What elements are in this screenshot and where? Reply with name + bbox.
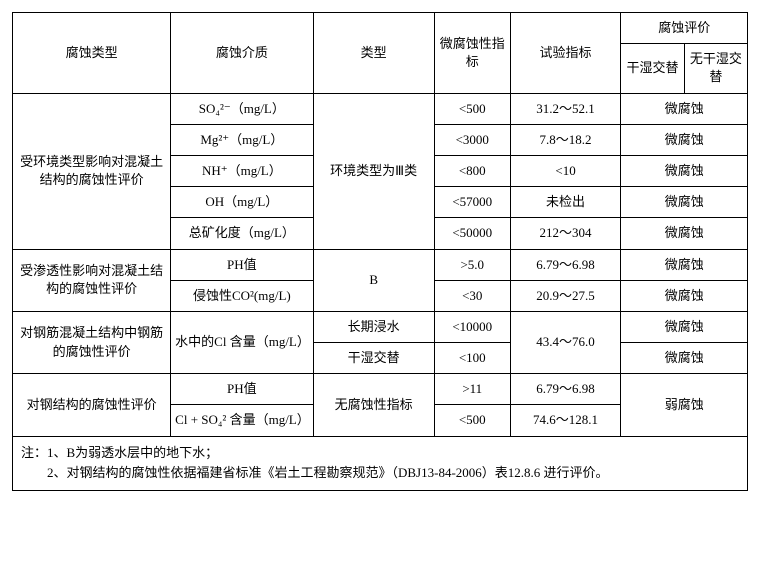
cell-medium: PH值 [171,374,313,405]
note-line: 2、对钢结构的腐蚀性依据福建省标准《岩土工程勘察规范》（DBJ13-84-200… [21,463,739,484]
cell-category: 无腐蚀性指标 [313,374,434,436]
cell-eval: 微腐蚀 [621,249,748,280]
cell-micro: >5.0 [434,249,510,280]
table-row: 受渗透性影响对混凝土结构的腐蚀性评价 PH值 B >5.0 6.79～6.98 … [13,249,748,280]
table-row: 对钢筋混凝土结构中钢筋的腐蚀性评价 水中的Cl 含量（mg/L） 长期浸水 <1… [13,311,748,342]
cell-category: 干湿交替 [313,343,434,374]
section-label: 受环境类型影响对混凝土结构的腐蚀性评价 [13,93,171,249]
hdr-eval-a: 干湿交替 [621,44,684,93]
cell-category: B [313,249,434,311]
cell-medium: Mg²⁺（mg/L） [171,124,313,155]
cell-micro: <500 [434,93,510,124]
section-label: 对钢结构的腐蚀性评价 [13,374,171,436]
cell-eval: 微腐蚀 [621,155,748,186]
hdr-medium: 腐蚀介质 [171,13,313,94]
cell-test: 20.9～27.5 [510,280,621,311]
cell-medium: NH⁺（mg/L） [171,155,313,186]
cell-test: 6.79～6.98 [510,374,621,405]
section-label: 受渗透性影响对混凝土结构的腐蚀性评价 [13,249,171,311]
cell-test: 31.2～52.1 [510,93,621,124]
cell-micro: <57000 [434,187,510,218]
cell-category: 长期浸水 [313,311,434,342]
cell-medium: 水中的Cl 含量（mg/L） [171,311,313,373]
hdr-corrosion-type: 腐蚀类型 [13,13,171,94]
header-row-1: 腐蚀类型 腐蚀介质 类型 微腐蚀性指标 试验指标 腐蚀评价 [13,13,748,44]
cell-eval: 弱腐蚀 [621,374,748,436]
cell-micro: >11 [434,374,510,405]
cell-micro: <30 [434,280,510,311]
section-label: 对钢筋混凝土结构中钢筋的腐蚀性评价 [13,311,171,373]
cell-eval: 微腐蚀 [621,218,748,249]
cell-medium: 侵蚀性CO²(mg/L) [171,280,313,311]
cell-micro: <3000 [434,124,510,155]
hdr-category: 类型 [313,13,434,94]
cell-micro: <800 [434,155,510,186]
cell-eval: 微腐蚀 [621,343,748,374]
cell-test: 43.4～76.0 [510,311,621,373]
cell-medium: SO₄²⁻（mg/L） [171,93,313,124]
cell-test: 未检出 [510,187,621,218]
cell-eval: 微腐蚀 [621,187,748,218]
cell-micro: <50000 [434,218,510,249]
cell-eval: 微腐蚀 [621,93,748,124]
cell-micro: <500 [434,405,510,436]
cell-eval: 微腐蚀 [621,280,748,311]
note-line: 注：1、B为弱透水层中的地下水； [21,443,739,464]
cell-category: 环境类型为Ⅲ类 [313,93,434,249]
cell-micro: <100 [434,343,510,374]
cell-test: 7.8～18.2 [510,124,621,155]
cell-medium: Cl + SO₄² 含量（mg/L） [171,405,313,436]
cell-eval: 微腐蚀 [621,124,748,155]
cell-test: 74.6～128.1 [510,405,621,436]
notes-block: 注：1、B为弱透水层中的地下水； 2、对钢结构的腐蚀性依据福建省标准《岩土工程勘… [12,437,748,492]
hdr-micro: 微腐蚀性指标 [434,13,510,94]
cell-medium: PH值 [171,249,313,280]
cell-test: <10 [510,155,621,186]
cell-test: 212～304 [510,218,621,249]
cell-micro: <10000 [434,311,510,342]
table-row: 对钢结构的腐蚀性评价 PH值 无腐蚀性指标 >11 6.79～6.98 弱腐蚀 [13,374,748,405]
hdr-eval-b: 无干湿交替 [684,44,747,93]
cell-medium: OH（mg/L） [171,187,313,218]
hdr-test: 试验指标 [510,13,621,94]
cell-test: 6.79～6.98 [510,249,621,280]
hdr-eval-group: 腐蚀评价 [621,13,748,44]
corrosion-table: 腐蚀类型 腐蚀介质 类型 微腐蚀性指标 试验指标 腐蚀评价 干湿交替 无干湿交替… [12,12,748,437]
cell-medium: 总矿化度（mg/L） [171,218,313,249]
cell-eval: 微腐蚀 [621,311,748,342]
table-row: 受环境类型影响对混凝土结构的腐蚀性评价 SO₄²⁻（mg/L） 环境类型为Ⅲ类 … [13,93,748,124]
